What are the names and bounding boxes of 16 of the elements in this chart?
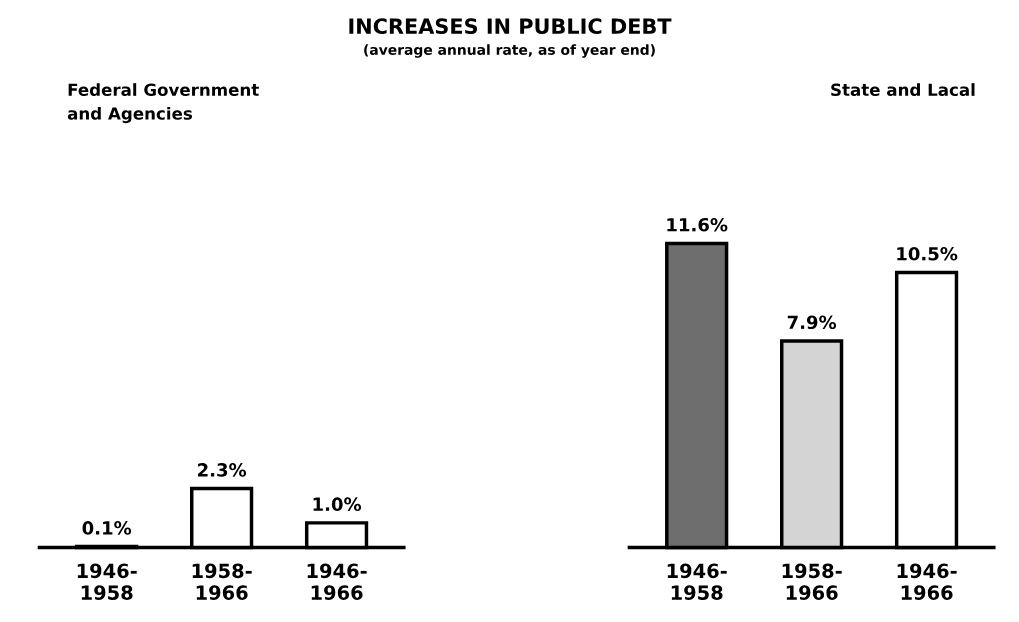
text: INCREASES IN PUBLIC DEBT <box>349 18 672 35</box>
data-label: 1.0% <box>313 497 362 512</box>
data-label: 11.6% <box>667 217 728 232</box>
text: Federal Government and Agencies <box>67 83 259 124</box>
x-tick-label: 1946- 1958 <box>667 563 727 600</box>
x-tick-label: 1946- 1966 <box>307 563 367 600</box>
data-label: 0.1% <box>82 521 132 535</box>
x-tick-label: 1946- 1966 <box>897 563 957 600</box>
x-tick-label: 1946- 1958 <box>77 563 137 600</box>
text: State and Lacal <box>831 83 975 97</box>
data-label: 7.9% <box>787 315 837 330</box>
x-tick-label: 1958- 1966 <box>782 563 842 600</box>
data-label: 10.5% <box>897 246 958 261</box>
text: (average annual rate, as of year end) <box>364 44 655 58</box>
data-label: 2.3% <box>198 463 247 477</box>
x-tick-label: 1958- 1966 <box>192 563 252 600</box>
